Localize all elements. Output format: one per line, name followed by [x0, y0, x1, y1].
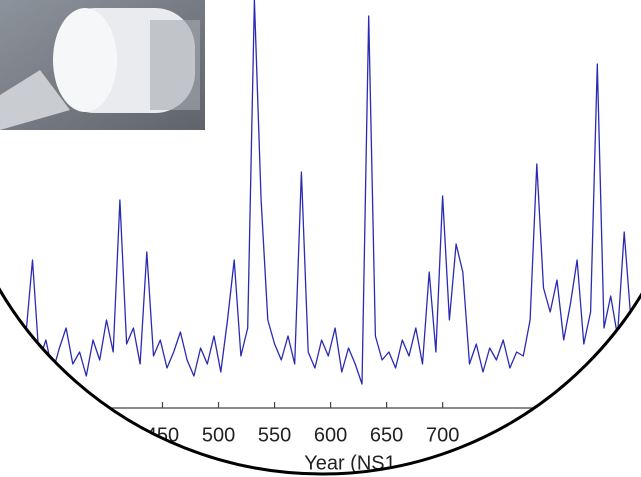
photo-core-end: [53, 8, 117, 112]
photo-glove: [0, 70, 70, 130]
photo-inset: [0, 0, 205, 130]
data-line: [4, 0, 632, 385]
photo-holder: [150, 20, 200, 110]
x-tick-label: 600: [314, 424, 347, 446]
x-tick-label: 700: [426, 424, 459, 446]
x-tick-label: 650: [370, 424, 403, 446]
x-tick-label: 500: [202, 424, 235, 446]
x-axis-label: Year (NS1: [304, 452, 396, 474]
x-tick-label: 550: [258, 424, 291, 446]
